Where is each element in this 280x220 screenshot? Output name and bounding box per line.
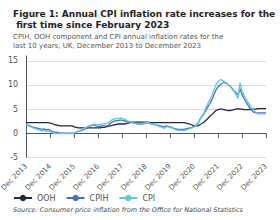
svg-text:CPIH: CPIH [90,194,109,203]
svg-text:15: 15 [8,56,18,65]
svg-text:Dec 2021: Dec 2021 [191,162,221,192]
svg-text:last 10 years, UK, December 20: last 10 years, UK, December 2013 to Dece… [13,42,201,50]
svg-text:Dec 2014: Dec 2014 [23,162,53,192]
svg-text:Dec 2018: Dec 2018 [119,162,149,192]
svg-text:-5: -5 [10,153,18,162]
svg-text:Source: Consumer price inflati: Source: Consumer price inflation from th… [13,206,244,214]
svg-text:10: 10 [8,80,18,89]
svg-text:Dec 2022: Dec 2022 [215,162,245,192]
svg-text:Dec 2019: Dec 2019 [143,162,173,192]
svg-text:Dec 2015: Dec 2015 [47,162,77,192]
svg-text:OOH: OOH [37,194,56,203]
svg-text:Dec 2016: Dec 2016 [71,162,101,192]
svg-text:first time since February 2023: first time since February 2023 [13,20,169,30]
svg-text:Dec 2023: Dec 2023 [239,162,268,191]
svg-text:CPI: CPI [142,194,155,203]
svg-text:0: 0 [13,129,18,138]
svg-text:Figure 1: Annual CPI inflation: Figure 1: Annual CPI inflation rate incr… [13,9,275,19]
svg-text:Dec 2017: Dec 2017 [95,162,125,192]
svg-text:Dec 2020: Dec 2020 [167,162,197,192]
svg-text:5: 5 [13,105,18,114]
svg-text:CPIH, OOH component and CPI an: CPIH, OOH component and CPI annual infla… [13,33,225,41]
